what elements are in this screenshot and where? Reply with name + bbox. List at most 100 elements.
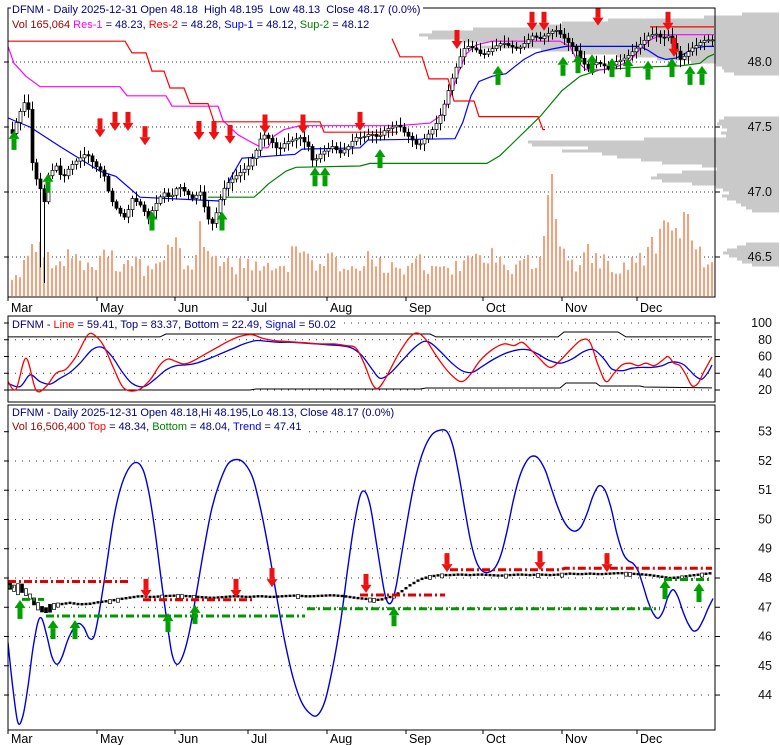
volume-bar: [427, 273, 429, 296]
profile-bar: [602, 152, 779, 156]
profile-bar: [717, 167, 779, 171]
legend-segment: Vol 165,064: [12, 19, 74, 31]
osc-line-curve: [8, 332, 713, 393]
legend-segment: = 48.04,: [187, 421, 234, 433]
volume-bar: [15, 275, 17, 296]
volume-bar: [187, 265, 189, 296]
up-arrow-marker: [319, 167, 331, 176]
y-axis-label: 100: [751, 316, 772, 330]
volume-bar: [23, 259, 25, 296]
panel3-legend: Vol 16,506,400 Top = 48.34, Bottom = 48.…: [11, 421, 305, 434]
volume-bar: [399, 268, 401, 296]
y-axis-label: 49: [758, 542, 772, 556]
volume-bar: [543, 236, 545, 296]
volume-bar: [247, 258, 249, 296]
volume-bar: [199, 221, 201, 296]
profile-bar: [541, 48, 779, 52]
volume-bar: [699, 246, 701, 296]
up-arrow-marker: [572, 54, 584, 63]
panel2-border: [7, 315, 716, 403]
volume-bar: [483, 262, 485, 296]
volume-bar: [547, 195, 549, 296]
profile-bar: [641, 158, 779, 162]
profile-bar: [662, 161, 779, 165]
volume-bar: [331, 252, 333, 296]
up-arrow-marker: [606, 58, 618, 67]
volume-bar: [191, 269, 193, 296]
volume-bar: [203, 246, 205, 296]
profile-bar: [657, 173, 779, 177]
volume-bar: [655, 253, 657, 296]
down-arrow-marker: [259, 125, 271, 134]
volume-bar: [179, 248, 181, 296]
y-axis-label: 44: [758, 688, 772, 702]
up-arrow-marker: [684, 65, 696, 74]
down-arrow-marker: [451, 41, 463, 49]
up-arrow-marker: [309, 167, 321, 176]
volume-bar: [215, 255, 217, 296]
profile-bar: [462, 39, 779, 43]
month-label: Oct: [486, 732, 506, 745]
up-arrow-marker: [146, 211, 158, 220]
profile-bar: [716, 63, 779, 67]
up-arrow-marker: [388, 607, 400, 616]
volume-bar: [523, 258, 525, 296]
profile-bar: [752, 263, 779, 267]
volume-bar: [667, 222, 669, 296]
volume-bar: [363, 266, 365, 296]
down-arrow-marker: [592, 17, 604, 26]
volume-bar: [279, 266, 281, 296]
profile-bar: [577, 51, 779, 55]
legend-segment: = 50.02: [295, 319, 336, 331]
volume-bar: [663, 220, 665, 296]
volume-bar: [63, 266, 65, 296]
volume-bar: [95, 270, 97, 296]
month-label: Aug: [330, 301, 352, 315]
volume-bar: [579, 265, 581, 296]
volume-bar: [195, 254, 197, 296]
volume-bar: [147, 265, 149, 296]
profile-bar: [562, 149, 779, 153]
volume-bar: [123, 263, 125, 296]
volume-bar: [79, 260, 81, 296]
profile-bar: [662, 179, 779, 183]
volume-bar: [19, 277, 21, 296]
top-band: [450, 566, 712, 572]
profile-bar: [742, 260, 779, 264]
y-axis-label: 53: [758, 425, 772, 439]
volume-bar: [651, 236, 653, 296]
up-arrow-marker: [374, 149, 386, 158]
volume-bar: [339, 271, 341, 296]
profile-bar: [473, 27, 779, 31]
profile-bar: [722, 125, 779, 129]
volume-bar: [635, 262, 637, 296]
down-arrow-marker: [193, 132, 205, 140]
legend-segment: = 48.12,: [253, 19, 300, 31]
legend-segment: Sup-2: [299, 19, 330, 31]
volume-bar: [255, 261, 257, 296]
volume-bar: [99, 255, 101, 296]
volume-bar: [611, 272, 613, 296]
up-arrow-marker: [557, 56, 569, 65]
profile-bar: [737, 257, 779, 261]
volume-bar: [487, 263, 489, 296]
down-arrow-marker: [354, 122, 366, 131]
profile-bar: [657, 57, 779, 61]
trend-wave: [8, 429, 714, 726]
volume-bar: [91, 266, 93, 296]
profile-bar: [746, 242, 779, 246]
y-axis-label: 52: [758, 454, 772, 468]
volume-bar: [511, 274, 513, 296]
volume-bar: [275, 268, 277, 296]
y-axis-label: 46.5: [748, 250, 772, 264]
volume-bar: [119, 271, 121, 296]
panel1-title-text: DFNM - Daily 2025-12-31 Open 48.18 High …: [12, 4, 421, 16]
panel1-title: DFNM - Daily 2025-12-31 Open 48.18 High …: [11, 4, 424, 17]
volume-bar: [87, 262, 89, 296]
profile-bar: [723, 251, 779, 255]
volume-bar: [335, 256, 337, 296]
volume-bar: [471, 257, 473, 296]
month-label: Nov: [565, 732, 588, 745]
up-arrow-marker: [14, 599, 26, 608]
volume-bar: [495, 262, 497, 296]
